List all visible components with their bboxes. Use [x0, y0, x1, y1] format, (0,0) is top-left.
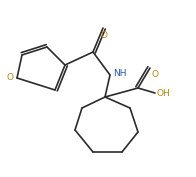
Text: O: O [7, 73, 14, 82]
Text: O: O [101, 31, 107, 40]
Text: O: O [152, 70, 159, 79]
Text: OH: OH [157, 88, 171, 98]
Text: NH: NH [113, 70, 126, 79]
